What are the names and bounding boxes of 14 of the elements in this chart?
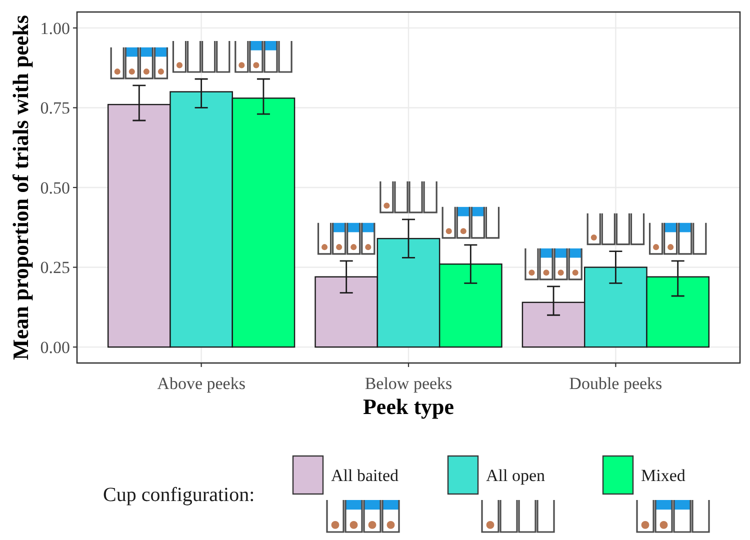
y-tick-label: 1.00 <box>40 18 70 38</box>
x-axis-title: Peek type <box>362 394 454 419</box>
legend-title: Cup configuration: <box>103 484 255 506</box>
y-axis-title: Mean proportion of trials with peeks <box>8 14 33 360</box>
x-tick-label: Double peeks <box>569 374 662 393</box>
legend-label: All baited <box>331 466 400 485</box>
y-tick-label: 0.50 <box>40 178 70 198</box>
y-tick-label: 0.00 <box>40 338 70 357</box>
x-tick-label: Above peeks <box>157 374 246 393</box>
legend-label: All open <box>486 466 546 485</box>
legend-label: Mixed <box>641 466 686 485</box>
x-tick-label: Below peeks <box>364 374 452 393</box>
y-tick-label: 0.25 <box>40 258 70 278</box>
y-tick-label: 0.75 <box>40 98 70 118</box>
